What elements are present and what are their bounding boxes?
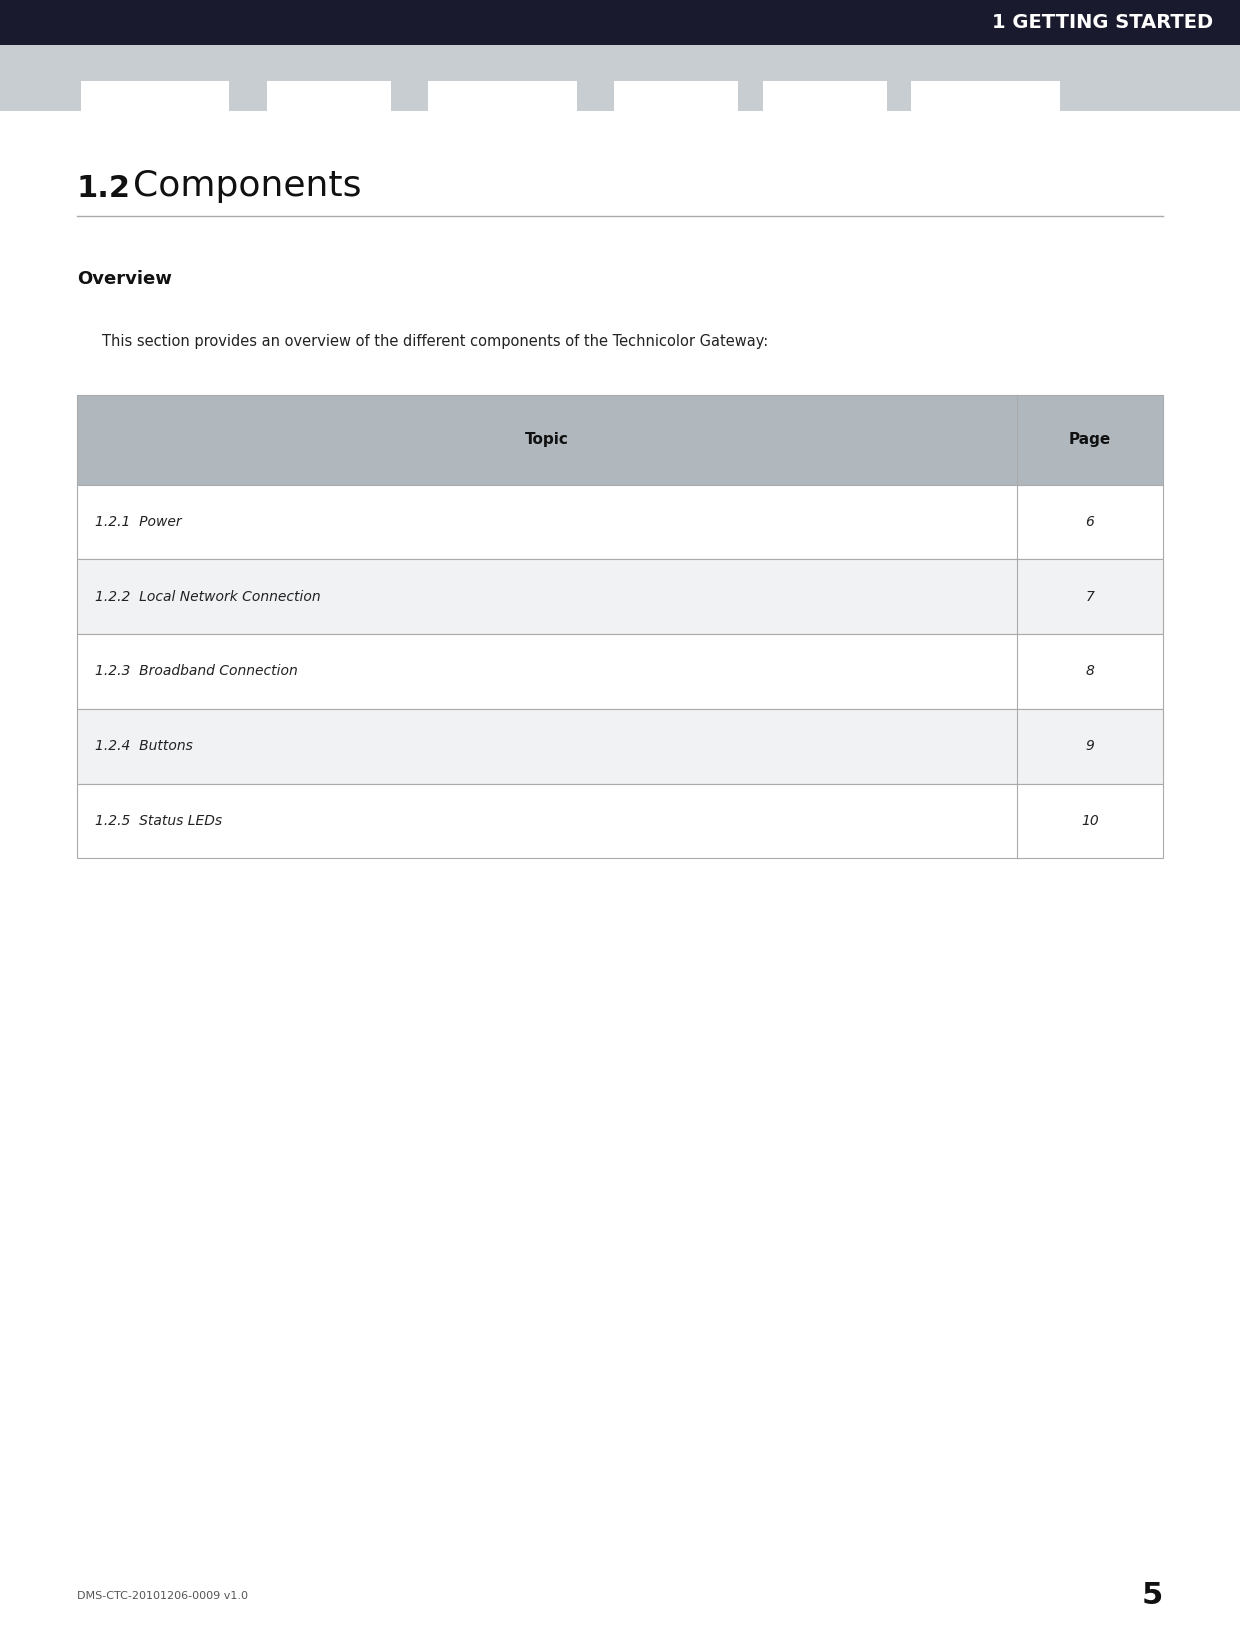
Bar — [77, 484, 1163, 559]
Text: 7: 7 — [1085, 590, 1095, 604]
Text: Page: Page — [1069, 432, 1111, 447]
Text: Overview: Overview — [77, 270, 172, 288]
Text: 1.2: 1.2 — [77, 174, 131, 203]
Bar — [77, 783, 1163, 858]
Bar — [763, 81, 887, 110]
Bar — [0, 46, 1240, 111]
Text: 9: 9 — [1085, 739, 1095, 754]
Text: 1.2.3  Broadband Connection: 1.2.3 Broadband Connection — [95, 665, 299, 679]
Bar — [911, 81, 1060, 110]
Text: Topic: Topic — [525, 432, 569, 447]
Text: 1.2.5  Status LEDs: 1.2.5 Status LEDs — [95, 814, 223, 829]
Text: 1.2.4  Buttons: 1.2.4 Buttons — [95, 739, 193, 754]
Text: 5: 5 — [1142, 1581, 1163, 1610]
Bar — [428, 81, 577, 110]
Text: DMS-CTC-20101206-0009 v1.0: DMS-CTC-20101206-0009 v1.0 — [77, 1591, 248, 1601]
Bar — [267, 81, 391, 110]
Bar — [77, 634, 1163, 708]
Bar — [77, 559, 1163, 634]
Bar — [81, 81, 229, 110]
Bar — [614, 81, 738, 110]
Bar — [0, 0, 1240, 46]
Text: 1 GETTING STARTED: 1 GETTING STARTED — [992, 13, 1213, 32]
Text: 6: 6 — [1085, 515, 1095, 530]
Text: This section provides an overview of the different components of the Technicolor: This section provides an overview of the… — [102, 335, 768, 349]
Text: 1.2.2  Local Network Connection: 1.2.2 Local Network Connection — [95, 590, 321, 604]
Bar — [77, 708, 1163, 783]
Text: 1.2.1  Power: 1.2.1 Power — [95, 515, 182, 530]
Text: 8: 8 — [1085, 665, 1095, 679]
Text: Components: Components — [133, 169, 361, 203]
Text: 10: 10 — [1081, 814, 1099, 829]
Bar — [77, 395, 1163, 484]
